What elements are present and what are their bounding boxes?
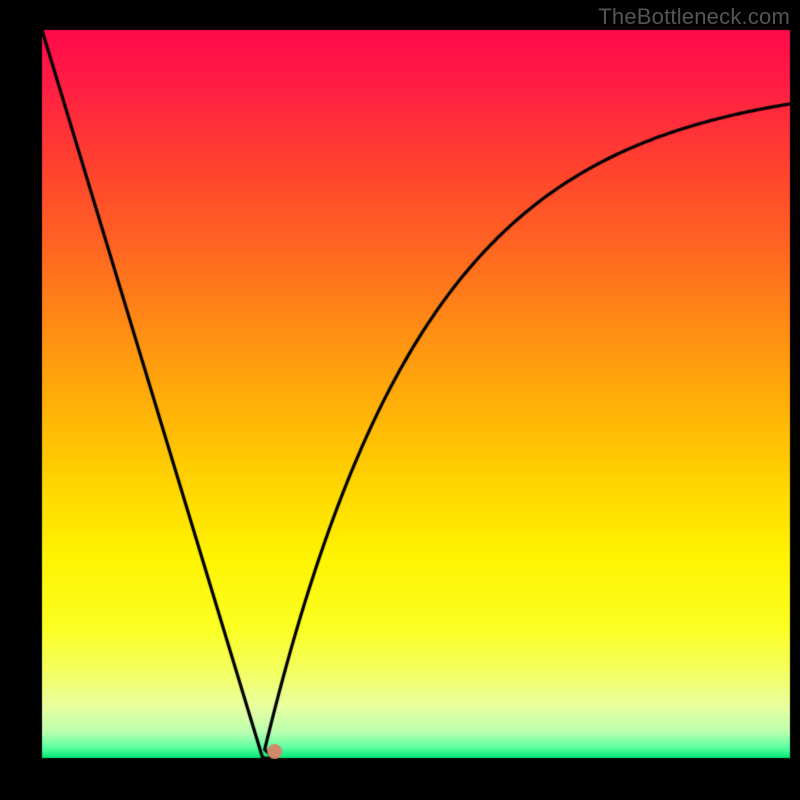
chart-container: TheBottleneck.com <box>0 0 800 800</box>
bottleneck-chart-canvas <box>0 0 800 800</box>
